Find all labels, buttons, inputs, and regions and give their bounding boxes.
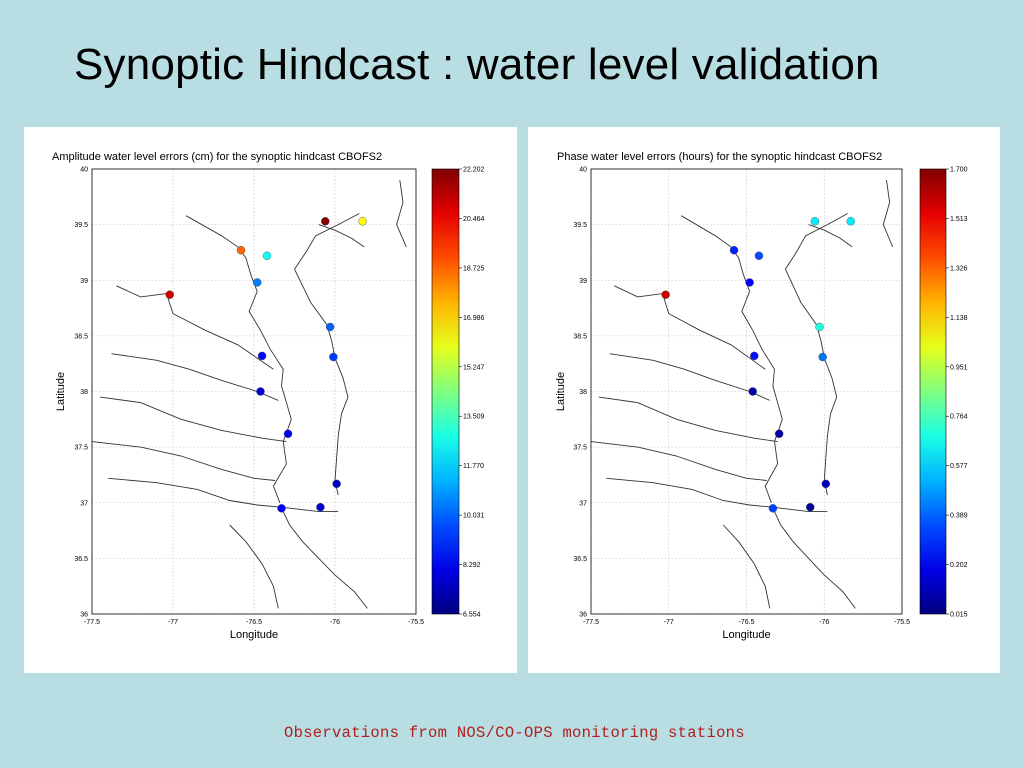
- colorbar-tick-label: 20.464: [463, 216, 485, 223]
- phase-error-map: Phase water level errors (hours) for the…: [555, 151, 968, 641]
- x-tick-label: -77.5: [583, 619, 599, 626]
- colorbar-tick-label: 10.031: [463, 513, 485, 520]
- station-marker: [774, 429, 784, 438]
- slide-title: Synoptic Hindcast : water level validati…: [74, 40, 880, 89]
- station-marker: [325, 322, 335, 332]
- colorbar-tick-label: 1.700: [950, 167, 968, 174]
- y-tick-label: 36: [80, 612, 88, 619]
- x-tick-label: -75.5: [408, 619, 424, 626]
- x-tick-label: -76: [330, 619, 340, 626]
- station-marker: [256, 387, 265, 396]
- colorbar-tick-label: 18.725: [463, 265, 485, 272]
- station-marker: [283, 429, 293, 438]
- station-marker: [358, 217, 367, 226]
- x-axis-label: Longitude: [722, 629, 770, 641]
- y-tick-label: 37.5: [74, 445, 88, 452]
- y-tick-label: 38: [579, 389, 587, 396]
- colorbar-tick-label: 1.326: [950, 265, 968, 272]
- y-tick-label: 36.5: [74, 556, 88, 563]
- x-axis-label: Longitude: [230, 629, 278, 641]
- y-tick-label: 39.5: [74, 222, 88, 229]
- station-marker: [321, 217, 330, 226]
- station-marker: [277, 504, 286, 513]
- grid-lines: [590, 168, 903, 615]
- colorbar-tick-label: 15.247: [463, 364, 485, 371]
- x-tick-label: -75.5: [894, 619, 910, 626]
- station-marker: [661, 290, 670, 299]
- y-tick-label: 36: [579, 612, 587, 619]
- station-marker: [768, 504, 778, 513]
- y-tick-label: 39: [579, 278, 587, 285]
- amplitude-error-map-panel: Amplitude water level errors (cm) for th…: [24, 127, 517, 673]
- y-tick-label: 38.5: [573, 333, 587, 340]
- plot-frame: [590, 168, 903, 615]
- colorbar-tick-label: 0.015: [950, 612, 968, 619]
- y-tick-label: 37: [80, 500, 88, 507]
- colorbar-tick-label: 1.138: [950, 315, 968, 322]
- colorbar-tick-label: 13.509: [463, 414, 485, 421]
- y-tick-label: 37: [579, 500, 587, 507]
- station-marker: [257, 351, 267, 361]
- coastline: [91, 180, 407, 609]
- x-tick-label: -76: [819, 619, 829, 626]
- station-marker: [332, 479, 341, 489]
- coastline: [590, 180, 894, 609]
- station-marker: [821, 479, 831, 489]
- station-marker: [253, 278, 262, 287]
- station-marker: [329, 352, 338, 362]
- grid-lines: [91, 168, 417, 615]
- x-tick-label: -77.5: [84, 619, 100, 626]
- station-marker: [810, 217, 820, 226]
- y-tick-label: 40: [80, 167, 88, 174]
- station-marker: [236, 246, 246, 255]
- colorbar-tick-label: 1.513: [950, 216, 968, 223]
- colorbar: [431, 168, 460, 615]
- colorbar: [919, 168, 947, 615]
- station-marker: [818, 352, 827, 362]
- station-marker: [815, 322, 824, 332]
- colorbar-tick-label: 22.202: [463, 167, 485, 174]
- y-tick-label: 40: [579, 167, 587, 174]
- colorbar-tick-label: 0.202: [950, 562, 968, 569]
- phase-error-map-panel: Phase water level errors (hours) for the…: [528, 127, 1000, 673]
- y-tick-label: 37.5: [573, 445, 587, 452]
- amplitude-error-map: Amplitude water level errors (cm) for th…: [52, 151, 485, 641]
- x-tick-label: -77: [168, 619, 178, 626]
- colorbar-tick-label: 8.292: [463, 562, 481, 569]
- y-axis-label: Latitude: [555, 372, 567, 411]
- x-tick-label: -76.5: [739, 619, 755, 626]
- station-marker: [754, 251, 764, 260]
- station-marker: [748, 387, 757, 396]
- y-tick-label: 39.5: [573, 222, 587, 229]
- observations-caption: Observations from NOS/CO-OPS monitoring …: [284, 724, 745, 742]
- colorbar-tick-label: 0.951: [950, 364, 968, 371]
- y-tick-label: 38.5: [74, 333, 88, 340]
- station-marker: [165, 290, 174, 299]
- colorbar-tick-label: 6.554: [463, 612, 481, 619]
- station-marker: [729, 246, 739, 255]
- station-marker: [262, 251, 272, 260]
- map-title: Amplitude water level errors (cm) for th…: [52, 151, 382, 163]
- plot-frame: [91, 168, 417, 615]
- station-markers: [661, 217, 855, 513]
- station-marker: [745, 278, 754, 287]
- y-tick-label: 39: [80, 278, 88, 285]
- map-title: Phase water level errors (hours) for the…: [557, 151, 882, 163]
- colorbar-tick-label: 0.577: [950, 463, 968, 470]
- colorbar-tick-label: 16.986: [463, 315, 485, 322]
- x-tick-label: -76.5: [246, 619, 262, 626]
- colorbar-tick-label: 0.389: [950, 513, 968, 520]
- colorbar-tick-label: 0.764: [950, 414, 968, 421]
- station-markers: [165, 217, 367, 513]
- y-tick-label: 36.5: [573, 556, 587, 563]
- colorbar-tick-label: 11.770: [463, 463, 484, 470]
- station-marker: [846, 217, 855, 226]
- station-marker: [806, 503, 815, 512]
- station-marker: [316, 503, 325, 512]
- station-marker: [750, 351, 759, 361]
- x-tick-label: -77: [664, 619, 674, 626]
- y-tick-label: 38: [80, 389, 88, 396]
- y-axis-label: Latitude: [55, 372, 67, 411]
